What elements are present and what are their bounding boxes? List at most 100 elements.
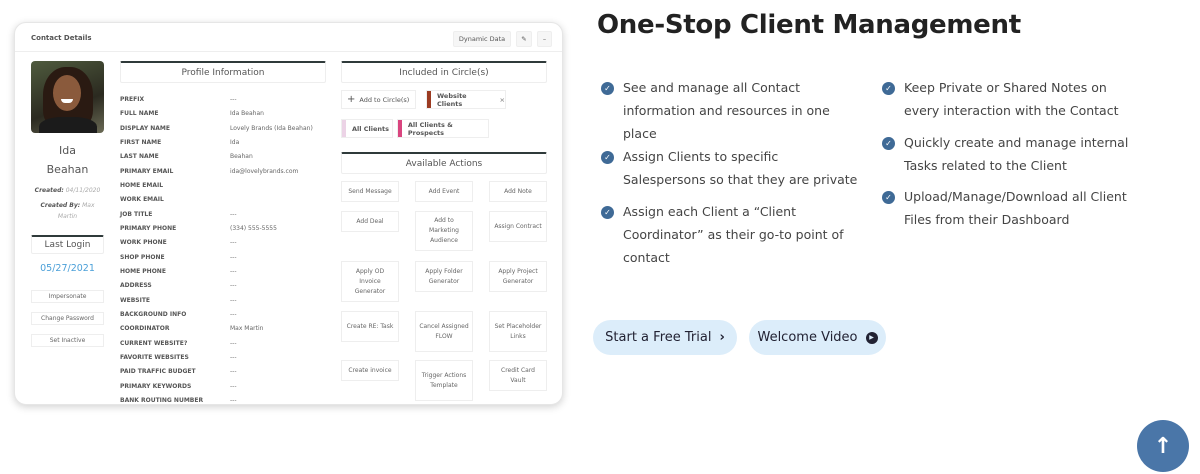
field-label: LAST NAME <box>120 153 159 161</box>
check-circle-icon: ✓ <box>601 82 614 95</box>
plus-icon: + <box>347 94 356 105</box>
field-value: --- <box>230 96 237 103</box>
action-button[interactable]: Apply Folder Generator <box>415 261 473 292</box>
field-value: --- <box>230 339 237 347</box>
minimize-icon[interactable]: – <box>537 31 552 47</box>
check-circle-icon: ✓ <box>882 82 895 95</box>
last-login-header: Last Login <box>31 235 104 254</box>
field-value: --- <box>230 296 237 304</box>
field-value: --- <box>230 253 237 261</box>
circle-website-clients[interactable]: Website Clients × <box>426 90 506 109</box>
field-value: --- <box>230 396 237 404</box>
field-value: Beahan <box>230 153 253 161</box>
check-circle-icon: ✓ <box>882 191 895 204</box>
chevron-right-icon: › <box>719 330 725 345</box>
remove-icon[interactable]: × <box>499 95 505 104</box>
field-value: --- <box>230 267 237 275</box>
feature-item: Assign Clients to specific Salespersons … <box>623 149 858 187</box>
card-title: Contact Details <box>31 34 92 42</box>
field-label: BANK ROUTING NUMBER <box>120 396 204 404</box>
start-free-trial-button[interactable]: Start a Free Trial › <box>593 320 737 355</box>
feature-item: Quickly create and manage internal Tasks… <box>904 135 1129 173</box>
field-label: PAID TRAFFIC BUDGET <box>120 368 196 376</box>
feature-item: Assign each Client a “Client Coordinator… <box>623 204 844 265</box>
circles-header: Included in Circle(s) <box>341 61 547 83</box>
field-value: --- <box>230 239 237 247</box>
action-button[interactable]: Trigger Actions Template <box>415 360 473 401</box>
field-value: --- <box>230 210 237 218</box>
action-button[interactable]: Cancel Assigned FLOW <box>415 311 473 352</box>
field-label: JOB TITLE <box>120 210 153 218</box>
field-label: WORK EMAIL <box>120 196 164 204</box>
scroll-to-top-button[interactable]: ↑ <box>1137 420 1189 472</box>
field-label: WEBSITE <box>120 296 151 304</box>
field-value: --- <box>230 310 237 318</box>
field-label: DISPLAY NAME <box>120 124 170 132</box>
field-value: --- <box>230 368 237 376</box>
action-button[interactable]: Send Message <box>341 181 399 202</box>
page-title: One-Stop Client Management <box>597 10 1021 40</box>
last-name: Beahan <box>46 163 89 176</box>
field-value: (334) 555-5555 <box>230 224 277 232</box>
add-to-circle-button[interactable]: + Add to Circle(s) <box>341 90 416 109</box>
field-label: PRIMARY EMAIL <box>120 167 174 175</box>
created-date: Created: 04/11/2020 <box>34 187 101 194</box>
circle-all-clients-prospects[interactable]: All Clients & Prospects <box>397 119 489 138</box>
check-circle-icon: ✓ <box>601 206 614 219</box>
field-label: FAVORITE WEBSITES <box>120 353 189 361</box>
dynamic-data-button[interactable]: Dynamic Data <box>453 31 511 47</box>
set-inactive-button[interactable]: Set Inactive <box>31 334 104 347</box>
edit-icon[interactable]: ✎ <box>516 31 532 47</box>
arrow-up-icon: ↑ <box>1153 433 1173 459</box>
action-button[interactable]: Add to Marketing Audience <box>415 211 473 251</box>
action-button[interactable]: Apply OD Invoice Generator <box>341 261 399 302</box>
contact-details-card: Contact Details Dynamic Data ✎ – Ida Bea… <box>14 22 563 405</box>
field-label: HOME EMAIL <box>120 181 164 189</box>
first-name: Ida <box>59 144 76 157</box>
feature-item: Upload/Manage/Download all Client Files … <box>904 189 1127 227</box>
field-value: --- <box>230 382 237 390</box>
avatar <box>31 61 104 133</box>
field-label: COORDINATOR <box>120 325 170 333</box>
action-button[interactable]: Create invoice <box>341 360 399 381</box>
action-button[interactable]: Apply Project Generator <box>489 261 547 292</box>
feature-item: See and manage all Contact information a… <box>623 80 830 141</box>
play-icon: ▶ <box>865 331 878 344</box>
welcome-video-button[interactable]: Welcome Video ▶ <box>749 320 886 355</box>
action-button[interactable]: Create RE: Task <box>341 311 399 342</box>
action-button[interactable]: Assign Contract <box>489 211 547 242</box>
feature-item: Keep Private or Shared Notes on every in… <box>904 80 1119 118</box>
check-circle-icon: ✓ <box>882 137 895 150</box>
field-label: PREFIX <box>120 96 145 103</box>
divider <box>15 51 562 52</box>
field-value: Lovely Brands (Ida Beahan) <box>230 124 313 132</box>
field-value: Ida <box>230 138 240 146</box>
action-button[interactable]: Set Placeholder Links <box>489 311 547 352</box>
impersonate-button[interactable]: Impersonate <box>31 290 104 303</box>
change-password-button[interactable]: Change Password <box>31 312 104 325</box>
field-value: ida@lovelybrands.com <box>230 167 299 175</box>
field-label: FIRST NAME <box>120 138 162 146</box>
action-button[interactable]: Credit Card Vault <box>489 360 547 391</box>
field-label: BACKGROUND INFO <box>120 310 187 318</box>
profile-information-header: Profile Information <box>120 61 326 83</box>
available-actions-header: Available Actions <box>341 152 547 174</box>
field-label: PRIMARY KEYWORDS <box>120 382 192 390</box>
field-label: FULL NAME <box>120 110 159 118</box>
field-label: CURRENT WEBSITE? <box>120 339 188 347</box>
field-label: PRIMARY PHONE <box>120 224 177 232</box>
action-button[interactable]: Add Deal <box>341 211 399 232</box>
circle-all-clients[interactable]: All Clients <box>341 119 393 138</box>
field-label: HOME PHONE <box>120 267 166 275</box>
last-login-date: 05/27/2021 <box>40 263 95 274</box>
field-value: --- <box>230 282 237 290</box>
created-by: Created By: Max Martin <box>40 202 95 220</box>
field-label: WORK PHONE <box>120 239 167 247</box>
action-button[interactable]: Add Note <box>489 181 547 202</box>
field-label: SHOP PHONE <box>120 253 165 261</box>
field-label: ADDRESS <box>120 282 152 290</box>
field-value: Ida Beahan <box>230 110 264 118</box>
field-value: --- <box>230 353 237 361</box>
action-button[interactable]: Add Event <box>415 181 473 202</box>
field-value: Max Martin <box>230 325 264 333</box>
